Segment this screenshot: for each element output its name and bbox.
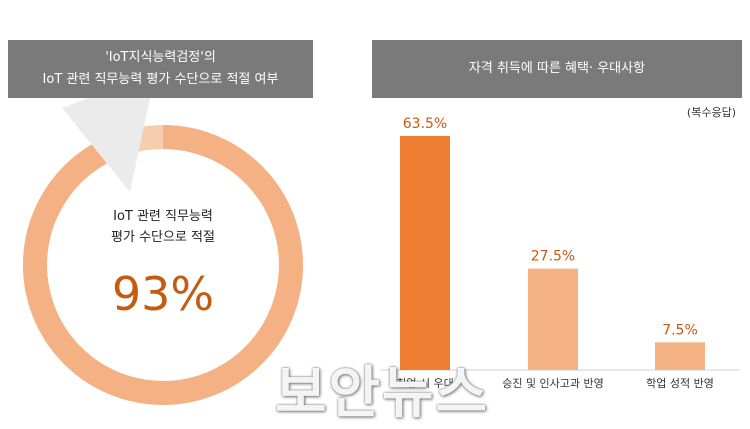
center-label-line2: 평가 수단으로 적절 [111, 230, 215, 245]
donut-chart: IoT 관련 직무능력 평가 수단으로 적절 93% [23, 98, 303, 405]
bar-value-label: 7.5% [662, 322, 698, 338]
left-banner: 'IoT지식능력검정'의 IoT 관련 직무능력 평가 수단으로 적절 여부 [8, 40, 313, 98]
donut-slice [23, 125, 303, 405]
bar [655, 342, 705, 370]
multiple-response-note: (복수응답) [686, 106, 736, 119]
right-banner: 자격 취득에 따른 혜택· 우대사항 [372, 40, 742, 98]
center-value: 93% [112, 267, 214, 321]
bar-value-label: 63.5% [403, 116, 447, 132]
category-label: 승진 및 인사고과 반영 [502, 377, 604, 390]
bar [400, 135, 450, 370]
left-banner-line1: 'IoT지식능력검정'의 [105, 50, 216, 65]
bar [528, 268, 578, 370]
watermark-logo: 보안뉴스 [275, 361, 490, 426]
center-label-line1: IoT 관련 직무능력 [113, 209, 213, 224]
left-banner-line2: IoT 관련 직무능력 평가 수단으로 적절 여부 [42, 72, 279, 87]
right-banner-title: 자격 취득에 따른 혜택· 우대사항 [468, 61, 646, 76]
callout-pointer [62, 98, 150, 192]
category-label: 학업 성적 반영 [646, 377, 714, 390]
bar-value-label: 27.5% [531, 249, 575, 265]
